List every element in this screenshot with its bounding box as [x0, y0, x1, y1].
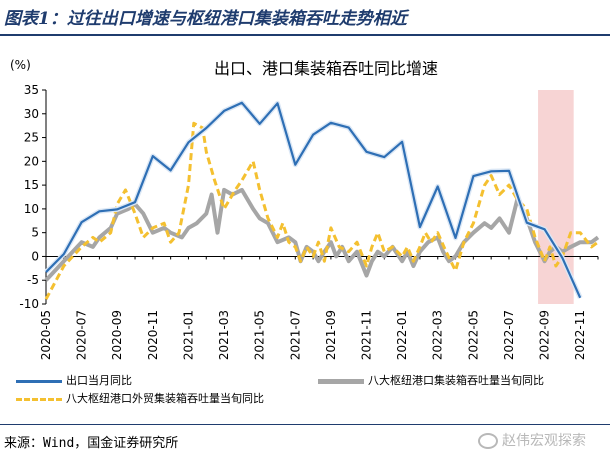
- legend: 出口当月同比 八大枢纽港口集装箱吞吐量当旬同比 八大枢纽港口外贸集装箱吞吐量当旬…: [0, 368, 616, 418]
- x-tick-label: 2022-07: [502, 310, 516, 360]
- x-tick-label: 2020-07: [75, 310, 89, 360]
- legend-label-port: 八大枢纽港口集装箱吞吐量当旬同比: [368, 374, 544, 387]
- x-tick-label: 2022-11: [573, 310, 587, 360]
- y-tick-label: 10: [24, 202, 39, 216]
- x-tick-label: 2021-09: [324, 310, 338, 360]
- x-tick-label: 2022-01: [395, 310, 409, 360]
- x-tick-label: 2022-03: [431, 310, 445, 360]
- y-tick-label: -5: [27, 273, 39, 287]
- y-axis: -10 -5 0 5 10 15 20 25 30 35: [19, 83, 47, 311]
- y-tick-label: 15: [24, 178, 39, 192]
- x-tick-label: 2020-11: [146, 310, 160, 360]
- figure-title: 图表1：过往出口增速与枢纽港口集装箱吞吐走势相近: [4, 9, 407, 29]
- wechat-icon: [478, 433, 498, 449]
- legend-label-trade: 八大枢纽港口外贸集装箱吞吐量当旬同比: [66, 392, 264, 405]
- x-tick-label: 2021-11: [360, 310, 374, 360]
- legend-item-trade: 八大枢纽港口外贸集装箱吞吐量当旬同比: [16, 390, 264, 406]
- series-line-port: [44, 187, 600, 282]
- figure-header: 图表1：过往出口增速与枢纽港口集装箱吞吐走势相近: [0, 0, 616, 40]
- y-unit-label: (%): [10, 58, 31, 72]
- x-tick-label: 2022-05: [466, 310, 480, 360]
- watermark: 赵伟宏观探索: [478, 430, 586, 450]
- x-tick-label: 2020-09: [110, 310, 124, 360]
- y-tick-label: 25: [24, 131, 39, 145]
- x-tick-label: 2020-05: [39, 310, 53, 360]
- legend-swatch-export: [16, 379, 62, 383]
- y-tick-label: 5: [31, 226, 39, 240]
- series-line-export-halo: [44, 100, 583, 299]
- series-line-export: [45, 101, 582, 299]
- source-note: 来源：Wind，国金证券研究所: [4, 436, 179, 451]
- legend-label-export: 出口当月同比: [66, 374, 132, 387]
- y-tick-label: 30: [24, 107, 39, 121]
- x-axis: 2020-05 2020-07 2020-09 2020-11 2021-01 2021-…: [39, 255, 599, 360]
- y-tick-label: 0: [31, 249, 39, 263]
- watermark-text: 赵伟宏观探索: [502, 433, 586, 449]
- x-tick-label: 2021-03: [217, 310, 231, 360]
- footer-rule: [0, 424, 610, 425]
- legend-item-port: 八大枢纽港口集装箱吞吐量当旬同比: [318, 372, 544, 388]
- legend-swatch-port: [318, 378, 364, 384]
- chart-title: 出口、港口集装箱吞吐同比增速: [214, 59, 438, 78]
- x-tick-label: 2021-01: [181, 310, 195, 360]
- legend-swatch-trade: [16, 397, 62, 401]
- y-tick-label: -10: [19, 297, 39, 311]
- header-rule: [0, 34, 610, 36]
- x-tick-label: 2021-05: [253, 310, 267, 360]
- x-tick-label: 2022-09: [538, 310, 552, 360]
- y-tick-label: 20: [24, 154, 39, 168]
- legend-item-export: 出口当月同比: [16, 372, 132, 388]
- series-layer: [44, 100, 600, 300]
- y-tick-label: 35: [24, 83, 39, 97]
- x-tick-label: 2021-07: [288, 310, 302, 360]
- series-line-trade: [44, 121, 599, 300]
